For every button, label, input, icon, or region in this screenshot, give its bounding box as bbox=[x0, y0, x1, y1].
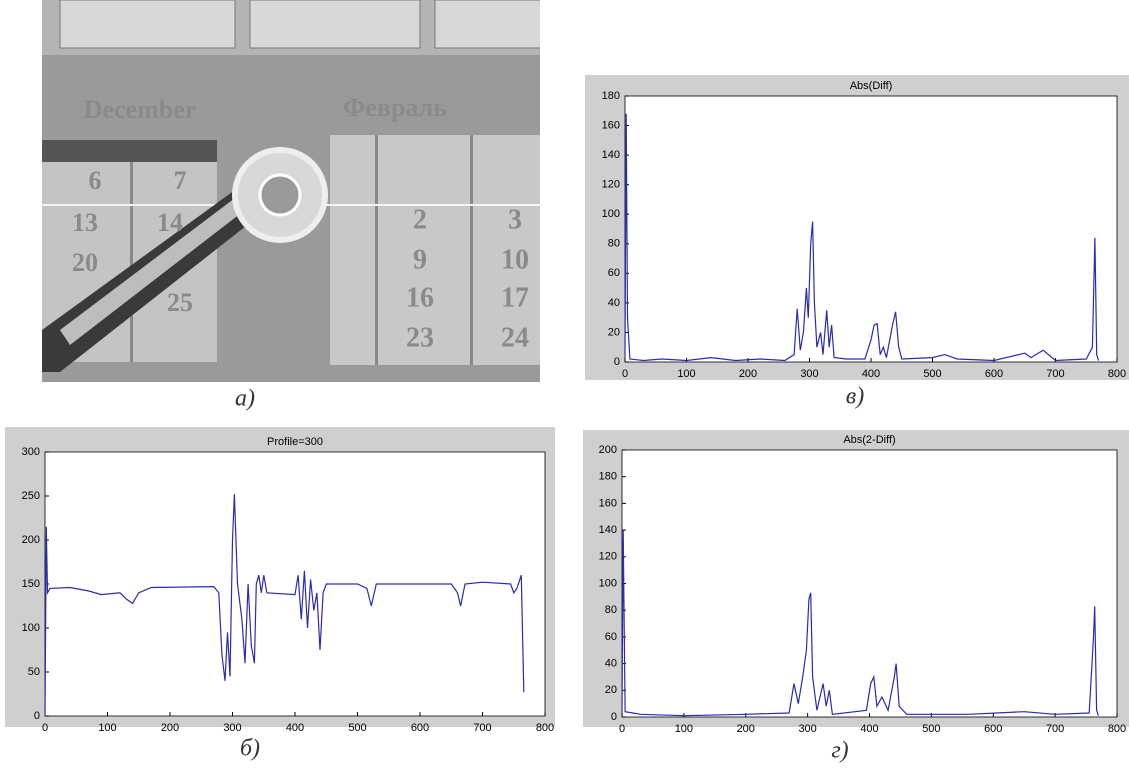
x-tick-label: 0 bbox=[622, 368, 628, 380]
x-tick-label: 200 bbox=[739, 368, 757, 380]
y-tick-label: 50 bbox=[28, 666, 40, 678]
photo-text: Февраль bbox=[343, 93, 447, 122]
photo-text: 17 bbox=[501, 282, 529, 313]
photo-text: 7 bbox=[174, 166, 187, 195]
y-tick-label: 100 bbox=[599, 577, 617, 589]
y-tick-label: 0 bbox=[611, 711, 617, 723]
chart: Abs(2-Diff) 0 100 200 300 400 500 600 700 800 0 20 4… bbox=[583, 430, 1129, 764]
caption: в) bbox=[846, 384, 864, 410]
chart-title: Profile=300 bbox=[267, 436, 323, 448]
photo-text: 9 bbox=[413, 244, 427, 275]
x-tick-label: 300 bbox=[223, 722, 241, 734]
plot-area bbox=[621, 449, 1118, 718]
photo-text: 25 bbox=[167, 288, 193, 317]
x-tick-label: 100 bbox=[675, 723, 693, 735]
photo-text: December bbox=[84, 95, 197, 124]
photo-text: 3 bbox=[508, 204, 522, 235]
y-tick-label: 60 bbox=[605, 631, 617, 643]
y-tick-label: 80 bbox=[605, 604, 617, 616]
chart-title: Abs(2-Diff) bbox=[843, 434, 895, 446]
x-tick-label: 600 bbox=[985, 368, 1003, 380]
y-tick-label: 140 bbox=[599, 524, 617, 536]
photo-text: 14 bbox=[157, 208, 183, 237]
x-tick-label: 300 bbox=[798, 723, 816, 735]
x-tick-label: 400 bbox=[286, 722, 304, 734]
y-tick-label: 40 bbox=[605, 658, 617, 670]
x-tick-label: 500 bbox=[348, 722, 366, 734]
x-tick-label: 300 bbox=[800, 368, 818, 380]
y-tick-label: 100 bbox=[602, 208, 620, 220]
x-tick-label: 500 bbox=[923, 368, 941, 380]
y-tick-label: 120 bbox=[602, 179, 620, 191]
x-tick-label: 200 bbox=[737, 723, 755, 735]
y-tick-label: 180 bbox=[602, 90, 620, 102]
y-tick-label: 0 bbox=[34, 710, 40, 722]
plot-area bbox=[624, 95, 1118, 363]
chart: Profile=300 0 100 200 300 400 500 600 700 800 0 50 1… bbox=[5, 427, 555, 762]
x-tick-label: 500 bbox=[922, 723, 940, 735]
chart: Abs(Diff) 0 100 200 300 400 500 600 700 800 0 20 40 6… bbox=[585, 75, 1129, 410]
x-tick-label: 800 bbox=[1108, 723, 1126, 735]
photo-text: 20 bbox=[72, 248, 98, 277]
photo-text: 24 bbox=[501, 322, 529, 353]
caption: б) bbox=[240, 736, 260, 762]
photo-text: 16 bbox=[406, 282, 434, 313]
x-tick-label: 400 bbox=[862, 368, 880, 380]
data-line bbox=[621, 530, 1099, 717]
y-tick-label: 20 bbox=[608, 326, 620, 338]
x-tick-label: 800 bbox=[1108, 368, 1126, 380]
x-tick-label: 0 bbox=[619, 723, 625, 735]
y-tick-label: 200 bbox=[599, 444, 617, 456]
y-tick-label: 160 bbox=[602, 119, 620, 131]
chart-title: Abs(Diff) bbox=[850, 80, 893, 92]
y-tick-label: 100 bbox=[22, 622, 40, 634]
data-line bbox=[44, 494, 525, 717]
x-tick-label: 200 bbox=[161, 722, 179, 734]
y-tick-label: 120 bbox=[599, 551, 617, 563]
y-tick-label: 250 bbox=[22, 490, 40, 502]
plot-area bbox=[44, 451, 546, 717]
y-tick-label: 150 bbox=[22, 578, 40, 590]
caption: г) bbox=[831, 738, 848, 764]
x-tick-label: 800 bbox=[536, 722, 554, 734]
y-tick-label: 60 bbox=[608, 267, 620, 279]
y-tick-label: 40 bbox=[608, 297, 620, 309]
y-tick-label: 180 bbox=[599, 471, 617, 483]
x-tick-label: 100 bbox=[98, 722, 116, 734]
y-tick-label: 200 bbox=[22, 534, 40, 546]
photo-text: 6 bbox=[89, 166, 102, 195]
x-tick-label: 700 bbox=[473, 722, 491, 734]
x-tick-label: 600 bbox=[411, 722, 429, 734]
y-tick-label: 160 bbox=[599, 497, 617, 509]
y-tick-label: 0 bbox=[614, 356, 620, 368]
photo-text: 2 bbox=[413, 204, 427, 235]
data-line bbox=[624, 113, 1100, 362]
x-tick-label: 400 bbox=[860, 723, 878, 735]
photo-text: 13 bbox=[72, 208, 98, 237]
x-tick-label: 700 bbox=[1046, 368, 1064, 380]
x-tick-label: 600 bbox=[984, 723, 1002, 735]
x-tick-label: 700 bbox=[1046, 723, 1064, 735]
x-tick-label: 100 bbox=[677, 368, 695, 380]
photo-text: 23 bbox=[406, 322, 434, 353]
y-tick-label: 300 bbox=[22, 446, 40, 458]
x-tick-label: 0 bbox=[42, 722, 48, 734]
caption: а) bbox=[235, 386, 255, 412]
y-tick-label: 140 bbox=[602, 149, 620, 161]
y-tick-label: 20 bbox=[605, 684, 617, 696]
y-tick-label: 80 bbox=[608, 238, 620, 250]
photo-text: 10 bbox=[501, 244, 529, 275]
